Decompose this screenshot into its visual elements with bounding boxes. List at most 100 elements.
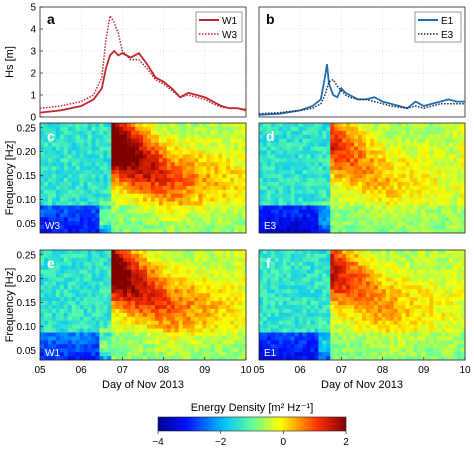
- heatmap-cell: [198, 281, 203, 286]
- heatmap-cell: [182, 201, 187, 206]
- heatmap-cell: [226, 312, 231, 318]
- heatmap-cell: [43, 269, 49, 274]
- heatmap-cell: [150, 229, 156, 234]
- heatmap-cell: [238, 213, 243, 218]
- heatmap-cell: [262, 285, 268, 290]
- heatmap-cell: [322, 277, 327, 282]
- heatmap-cell: [397, 134, 402, 140]
- heatmap-cell: [453, 130, 458, 136]
- heatmap-cell: [162, 158, 168, 163]
- heatmap-cell: [282, 312, 288, 318]
- heatmap-cell: [75, 229, 80, 234]
- heatmap-cell: [393, 178, 398, 183]
- heatmap-cell: [330, 178, 335, 183]
- heatmap-cell: [186, 138, 191, 143]
- heatmap-cell: [75, 308, 80, 314]
- heatmap-cell: [131, 250, 136, 255]
- heatmap-cell: [222, 181, 227, 187]
- heatmap-cell: [206, 320, 211, 325]
- heatmap-cell: [242, 273, 247, 278]
- heatmap-cell: [154, 154, 160, 159]
- heatmap-cell: [259, 308, 264, 314]
- heatmap-cell: [266, 332, 272, 337]
- heatmap-cell: [131, 189, 136, 195]
- heatmap-cell: [166, 289, 172, 294]
- heatmap-cell: [47, 301, 53, 306]
- heatmap-cell: [242, 277, 247, 282]
- heatmap-cell: [393, 170, 398, 175]
- heatmap-cell: [83, 297, 88, 302]
- heatmap-cell: [242, 174, 247, 179]
- heatmap-cell: [123, 250, 128, 255]
- heatmap-cell: [218, 162, 223, 167]
- heatmap-cell: [83, 142, 88, 147]
- heatmap-cell: [425, 209, 430, 214]
- heatmap-cell: [71, 257, 76, 263]
- heatmap-cell: [214, 201, 219, 206]
- heatmap-cell: [95, 221, 100, 226]
- heatmap-cell: [453, 189, 458, 195]
- heatmap-cell: [194, 320, 199, 325]
- heatmap-cell: [326, 126, 331, 132]
- heatmap-cell: [214, 308, 219, 314]
- heatmap-cell: [127, 297, 132, 302]
- heatmap-cell: [95, 225, 100, 230]
- heatmap-cell: [182, 178, 187, 183]
- heatmap-cell: [421, 205, 426, 210]
- heatmap-cell: [262, 130, 268, 136]
- heatmap-cell: [174, 146, 179, 151]
- heatmap-cell: [310, 328, 315, 333]
- heatmap-cell: [389, 225, 394, 230]
- heatmap-cell: [242, 178, 247, 183]
- heatmap-cell: [123, 201, 128, 206]
- heatmap-cell: [222, 138, 227, 143]
- heatmap-cell: [242, 221, 247, 226]
- heatmap-cell: [143, 261, 148, 267]
- heatmap-cell: [429, 193, 434, 198]
- heatmap-cell: [75, 356, 80, 361]
- heatmap-cell: [266, 150, 272, 155]
- heatmap-cell: [218, 281, 223, 286]
- heatmap-cell: [433, 134, 438, 140]
- heatmap-cell: [91, 348, 96, 353]
- heatmap-cell: [358, 166, 363, 171]
- heatmap-cell: [83, 312, 88, 318]
- heatmap-cell: [95, 277, 100, 282]
- heatmap-cell: [59, 193, 65, 198]
- heatmap-cell: [318, 312, 323, 318]
- heatmap-cell: [342, 221, 347, 226]
- heatmap-cell: [362, 126, 367, 132]
- heatmap-cell: [59, 328, 65, 333]
- heatmap-cell: [178, 324, 183, 329]
- y-tick-label: 5: [30, 3, 36, 14]
- heatmap-cell: [259, 146, 264, 151]
- heatmap-cell: [198, 261, 203, 267]
- heatmap-cell: [298, 213, 303, 218]
- heatmap-cell: [218, 297, 223, 302]
- heatmap-cell: [358, 201, 363, 206]
- heatmap-cell: [178, 197, 183, 202]
- heatmap-cell: [131, 146, 136, 151]
- heatmap-cell: [190, 217, 195, 222]
- heatmap-cell: [449, 158, 454, 163]
- heatmap-cell: [107, 257, 112, 263]
- heatmap-cell: [238, 257, 243, 263]
- heatmap-cell: [103, 285, 108, 290]
- heatmap-cell: [75, 340, 80, 345]
- heatmap-cell: [409, 201, 414, 206]
- heatmap-cell: [99, 174, 104, 179]
- heatmap-cell: [369, 174, 375, 179]
- heatmap-cell: [158, 201, 164, 206]
- heatmap-cell: [154, 193, 160, 198]
- heatmap-cell: [429, 138, 434, 143]
- heatmap-cell: [139, 301, 144, 306]
- heatmap-cell: [202, 158, 207, 163]
- heatmap-cell: [186, 170, 191, 175]
- heatmap-cell: [286, 166, 291, 171]
- heatmap-cell: [330, 352, 335, 357]
- heatmap-cell: [206, 217, 211, 222]
- heatmap-cell: [365, 178, 371, 183]
- heatmap-cell: [194, 340, 199, 345]
- heatmap-cell: [174, 273, 179, 278]
- heatmap-cell: [198, 221, 203, 226]
